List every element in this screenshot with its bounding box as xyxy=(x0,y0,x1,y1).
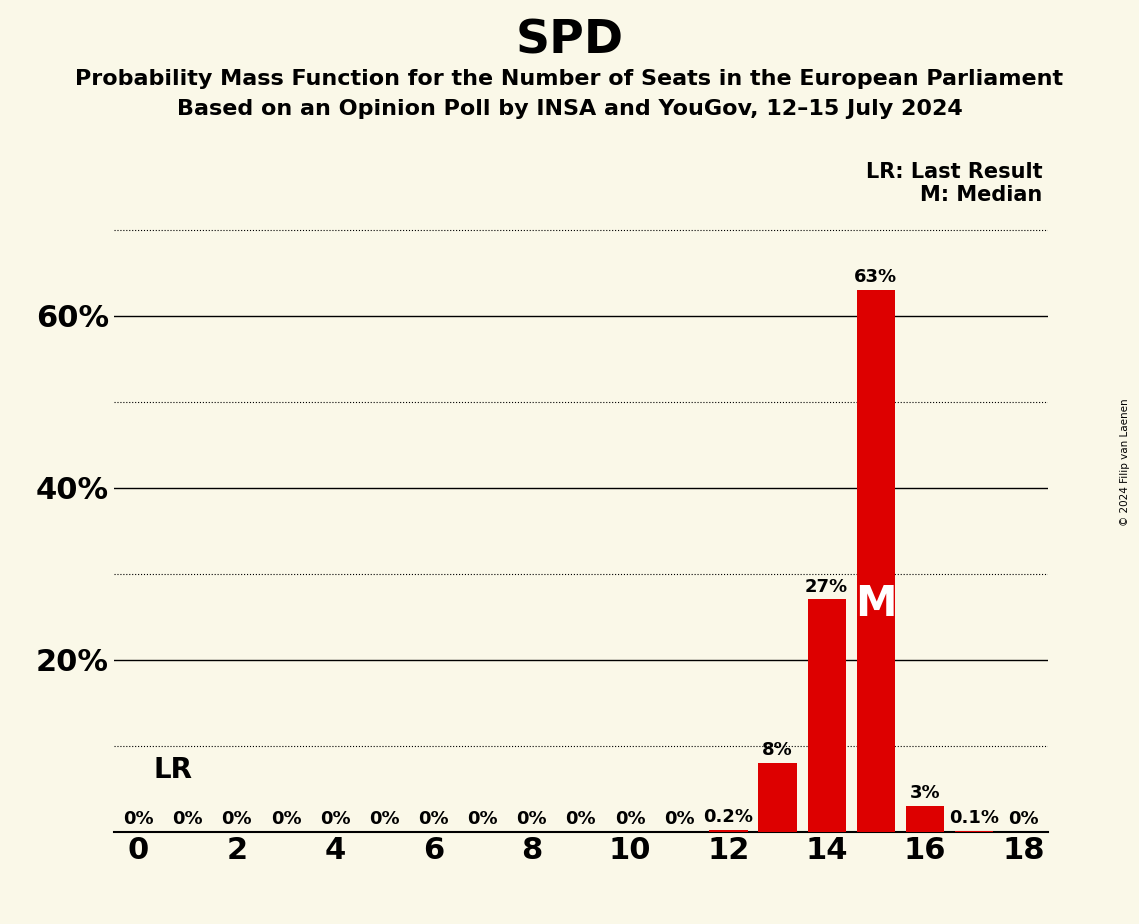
Text: 0%: 0% xyxy=(1008,810,1039,828)
Bar xyxy=(710,830,747,832)
Bar xyxy=(808,600,846,832)
Text: LR: LR xyxy=(154,756,192,784)
Text: 0%: 0% xyxy=(467,810,498,828)
Text: 8%: 8% xyxy=(762,741,793,760)
Text: 63%: 63% xyxy=(854,269,898,286)
Text: 3%: 3% xyxy=(910,784,941,802)
Text: 0%: 0% xyxy=(615,810,646,828)
Text: 0%: 0% xyxy=(172,810,203,828)
Text: 0%: 0% xyxy=(369,810,400,828)
Bar xyxy=(906,806,944,832)
Text: 0%: 0% xyxy=(271,810,301,828)
Text: 0%: 0% xyxy=(664,810,695,828)
Text: M: Median: M: Median xyxy=(920,185,1042,205)
Text: SPD: SPD xyxy=(516,18,623,64)
Text: 0.2%: 0.2% xyxy=(704,808,753,826)
Text: 0%: 0% xyxy=(221,810,252,828)
Text: LR: Last Result: LR: Last Result xyxy=(866,162,1042,182)
Text: 0%: 0% xyxy=(320,810,351,828)
Text: 0.1%: 0.1% xyxy=(949,809,999,827)
Text: M: M xyxy=(855,583,896,626)
Text: 0%: 0% xyxy=(123,810,154,828)
Text: Probability Mass Function for the Number of Seats in the European Parliament: Probability Mass Function for the Number… xyxy=(75,69,1064,90)
Text: © 2024 Filip van Laenen: © 2024 Filip van Laenen xyxy=(1121,398,1130,526)
Text: 0%: 0% xyxy=(566,810,596,828)
Bar xyxy=(857,290,895,832)
Text: 27%: 27% xyxy=(805,578,849,596)
Bar xyxy=(759,763,796,832)
Text: 0%: 0% xyxy=(516,810,547,828)
Text: 0%: 0% xyxy=(418,810,449,828)
Text: Based on an Opinion Poll by INSA and YouGov, 12–15 July 2024: Based on an Opinion Poll by INSA and You… xyxy=(177,99,962,119)
